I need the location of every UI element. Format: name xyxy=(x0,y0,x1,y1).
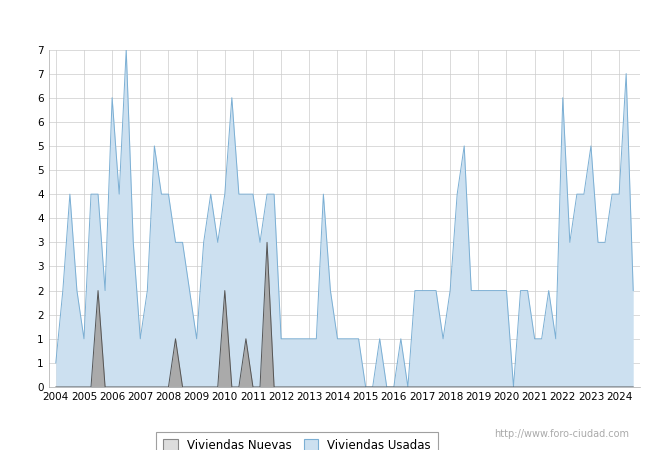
Text: Ulea - Evolucion del Nº de Transacciones Inmobiliarias: Ulea - Evolucion del Nº de Transacciones… xyxy=(118,13,532,28)
Legend: Viviendas Nuevas, Viviendas Usadas: Viviendas Nuevas, Viviendas Usadas xyxy=(157,432,438,450)
Text: http://www.foro-ciudad.com: http://www.foro-ciudad.com xyxy=(494,429,629,439)
